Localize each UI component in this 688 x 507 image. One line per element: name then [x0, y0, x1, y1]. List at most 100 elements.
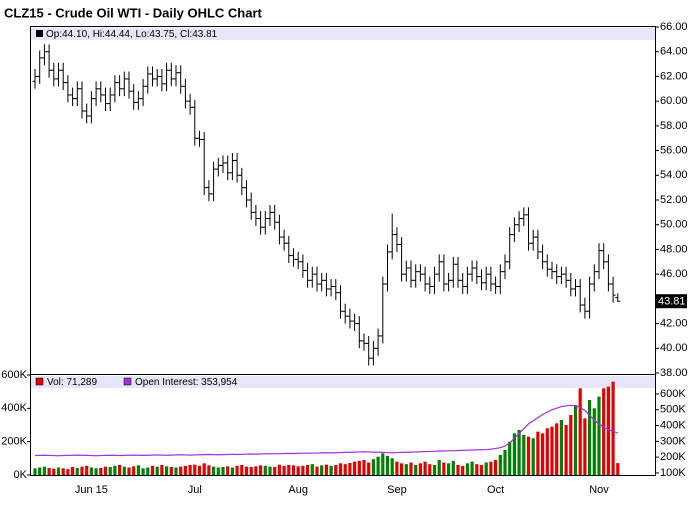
volume-bar	[118, 465, 122, 475]
volume-bar	[202, 463, 206, 475]
x-tick-label: Jun 15	[75, 484, 108, 496]
volume-bar	[249, 467, 253, 475]
volume-bar	[484, 462, 488, 475]
volume-bar	[42, 466, 46, 475]
volume-bar	[479, 465, 484, 475]
volume-bar	[259, 465, 263, 475]
volume-bar	[226, 466, 230, 475]
volume-bar	[179, 466, 183, 475]
y-tick-label: 52.00	[660, 194, 688, 206]
volume-bar	[75, 468, 79, 475]
price-panel	[30, 26, 656, 375]
volume-bar	[136, 465, 140, 475]
legend-label: Vol: 71,289	[47, 377, 97, 388]
volume-bar	[611, 381, 615, 475]
volume-bar	[465, 463, 469, 475]
volume-bar	[301, 465, 305, 475]
volume-bar	[602, 388, 606, 475]
volume-bar	[183, 465, 187, 475]
volume-bar	[437, 460, 441, 475]
info-strip	[31, 28, 655, 40]
y-tick-label: 66.00	[660, 21, 688, 33]
volume-bar	[541, 433, 545, 475]
y-tick-label: 600K	[1, 369, 27, 381]
volume-bar	[367, 462, 371, 475]
y-tick-label: 400K	[1, 402, 27, 414]
volume-bar	[155, 466, 159, 475]
volume-bar	[522, 435, 526, 475]
info-icon	[36, 30, 43, 37]
x-tick-label: Oct	[487, 484, 504, 496]
volume-bar	[517, 430, 521, 475]
volume-bar	[343, 464, 347, 475]
volume-bar	[456, 465, 460, 475]
x-tick-label: Nov	[589, 484, 609, 496]
volume-bar	[442, 462, 446, 475]
volume-bar	[263, 465, 267, 475]
volume-bar	[244, 466, 249, 475]
volume-bar	[132, 466, 136, 475]
volume-bar	[461, 465, 465, 475]
volume-bar	[33, 468, 37, 475]
volume-bar	[221, 467, 225, 475]
volume-bar	[56, 467, 61, 475]
volume-bar	[216, 467, 220, 475]
volume-bar	[545, 428, 549, 475]
volume-bar	[320, 465, 324, 475]
volume-bar	[362, 460, 366, 475]
volume-bar	[99, 468, 103, 475]
volume-bar	[160, 465, 164, 475]
volume-bar	[108, 467, 112, 475]
volume-bar	[447, 463, 451, 475]
volume-bar	[188, 465, 192, 475]
y2-tick-label: 300K	[660, 435, 686, 447]
y-tick-label: 62.00	[660, 70, 688, 82]
volume-bar	[536, 431, 540, 475]
volume-bar	[564, 425, 568, 475]
volume-bar	[306, 465, 310, 475]
y-tick-label: 56.00	[660, 144, 688, 156]
volume-bar	[503, 450, 507, 475]
volume-bar	[381, 453, 385, 475]
volume-bar	[555, 423, 559, 475]
y2-tick-label: 100K	[660, 467, 686, 479]
volume-bar	[414, 465, 418, 475]
volume-bar	[348, 463, 352, 475]
y-tick-label: 40.00	[660, 342, 688, 354]
volume-bar	[451, 460, 455, 475]
volume-bar	[287, 465, 291, 475]
volume-bar	[193, 464, 197, 475]
volume-bar	[616, 463, 620, 475]
volume-bar	[489, 461, 493, 475]
volume-bar	[573, 405, 578, 475]
volume-bar	[141, 468, 145, 475]
y2-tick-label: 500K	[660, 404, 686, 416]
volume-bar	[353, 461, 357, 475]
y-tick-label: 54.00	[660, 169, 688, 181]
volume-bar	[578, 388, 582, 475]
volume-bar	[235, 465, 239, 475]
volume-bar	[254, 466, 258, 475]
volume-bar	[230, 467, 234, 475]
volume-bar	[400, 463, 404, 475]
volume-bar	[212, 466, 216, 475]
volume-bar	[296, 466, 300, 475]
volume-bar	[494, 460, 498, 475]
volume-bar	[376, 456, 380, 475]
volume-bar	[498, 455, 502, 475]
volume-bar	[103, 466, 108, 475]
volume-bar	[324, 464, 328, 475]
volume-bar	[146, 467, 150, 475]
volume-bar	[113, 465, 117, 475]
x-tick-label: Aug	[288, 484, 308, 496]
y-tick-label: 64.00	[660, 46, 688, 58]
volume-bar	[357, 460, 361, 475]
y-tick-label: 200K	[1, 436, 27, 448]
y-tick-label: 42.00	[660, 317, 688, 329]
y2-tick-label: 200K	[660, 451, 686, 463]
volume-bar	[390, 458, 394, 475]
volume-bar	[169, 467, 173, 475]
y-tick-label: 60.00	[660, 95, 688, 107]
